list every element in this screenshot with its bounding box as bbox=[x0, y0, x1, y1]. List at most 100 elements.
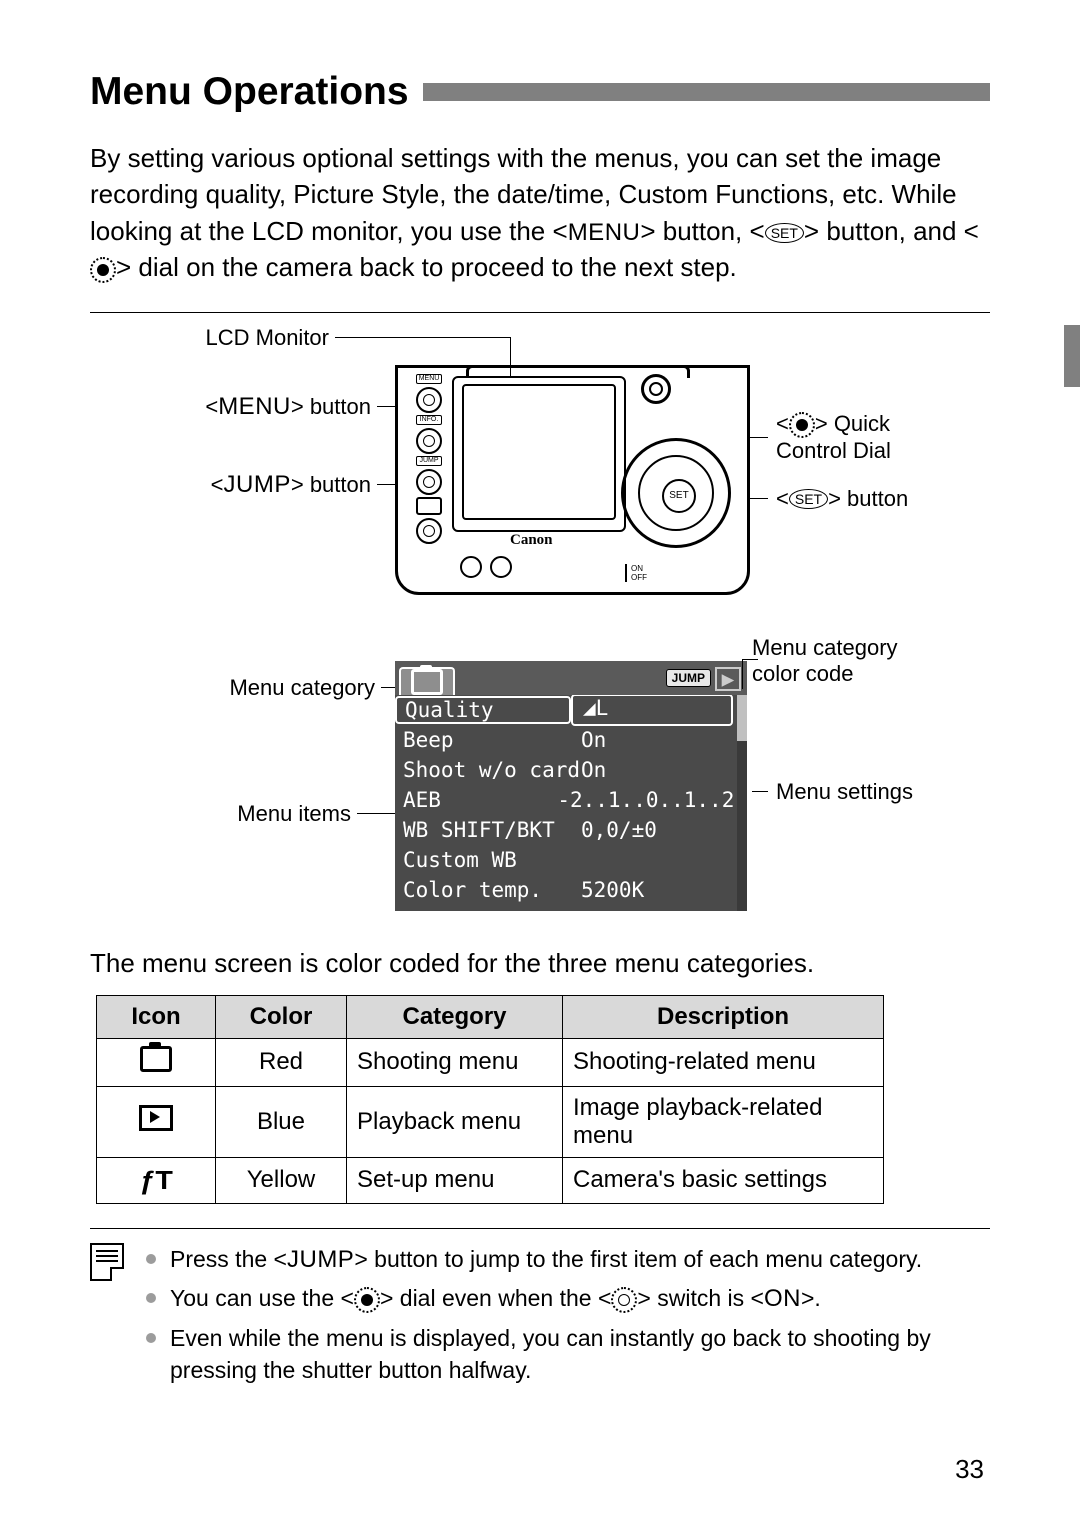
play-button-rect bbox=[416, 497, 442, 515]
title-row: Menu Operations bbox=[90, 70, 990, 114]
cell-desc: Camera's basic settings bbox=[563, 1157, 884, 1203]
camera-button-column: MENU INFO. JUMP bbox=[412, 374, 446, 546]
label-jump-button: <JUMP> button bbox=[90, 471, 395, 499]
menu-row: Beep On bbox=[395, 725, 747, 755]
cell-category: Shooting menu bbox=[347, 1038, 563, 1086]
menu-row: Custom WB bbox=[395, 845, 747, 875]
table-row: Blue Playback menu Image playback-relate… bbox=[97, 1086, 884, 1157]
bottom-button-1 bbox=[460, 556, 482, 578]
title-bar bbox=[423, 83, 990, 101]
dial-icon bbox=[90, 257, 116, 283]
diagram-right-labels: <> Quick Control Dial <SET> button bbox=[750, 325, 1010, 512]
lcd-rows: Quality ◢L Beep On Shoot w/o card On AEB… bbox=[395, 695, 747, 905]
cell-icon bbox=[97, 1038, 216, 1086]
cell-color: Blue bbox=[216, 1086, 347, 1157]
menu-val: 0,0/±0 bbox=[571, 818, 747, 842]
intro-text-2: > button, < bbox=[640, 216, 764, 246]
label-lcd-monitor: LCD Monitor bbox=[90, 325, 395, 351]
lcd-menu-diagram: Menu category Menu items JUMP ▶ Quality bbox=[90, 645, 990, 930]
side-tab bbox=[1064, 325, 1080, 387]
th-icon: Icon bbox=[97, 995, 216, 1038]
tips-list: Press the <JUMP> button to jump to the f… bbox=[146, 1243, 990, 1393]
jump-button-circle bbox=[416, 469, 442, 495]
manual-page: Menu Operations By setting various optio… bbox=[0, 0, 1080, 1521]
menu-key: AEB bbox=[395, 788, 547, 812]
label-qcd: <> Quick Control Dial bbox=[750, 411, 1010, 464]
brand-label: Canon bbox=[510, 532, 553, 549]
menu-val: On bbox=[571, 728, 747, 752]
tip-item: Press the <JUMP> button to jump to the f… bbox=[146, 1243, 990, 1277]
menu-key: Custom WB bbox=[395, 848, 571, 872]
menu-val: -2..1..0..1..2· bbox=[547, 788, 747, 812]
power-switch: ON OFF bbox=[625, 564, 647, 582]
btn-label-jump: JUMP bbox=[416, 456, 442, 466]
divider bbox=[90, 312, 990, 313]
menu-row: Shoot w/o card On bbox=[395, 755, 747, 785]
menu-val: 5200K bbox=[571, 878, 747, 902]
dial-icon bbox=[354, 1287, 380, 1313]
btn-label-menu: MENU bbox=[416, 374, 442, 384]
d2-right-labels: Menu category color code Menu settings bbox=[752, 645, 1012, 805]
play-button-circle bbox=[416, 518, 442, 544]
lcd-screenshot: JUMP ▶ Quality ◢L Beep On Shoot w/o card… bbox=[395, 661, 747, 911]
tip-item: You can use the <> dial even when the <>… bbox=[146, 1282, 990, 1316]
camera-icon bbox=[411, 669, 443, 695]
label-menu-category: Menu category bbox=[90, 675, 395, 701]
camera-diagram: LCD Monitor <MENU> button <JUMP> button … bbox=[90, 325, 990, 615]
menu-button-circle bbox=[416, 387, 442, 413]
menu-key: Color temp. bbox=[395, 878, 571, 902]
wrench-icon: ƒT bbox=[139, 1165, 172, 1196]
cell-icon bbox=[97, 1086, 216, 1157]
menu-key: WB SHIFT/BKT bbox=[395, 818, 571, 842]
d2-left-labels: Menu category Menu items bbox=[90, 645, 395, 827]
th-category: Category bbox=[347, 995, 563, 1038]
label-color-code: Menu category color code bbox=[752, 635, 1012, 687]
lcd-inner bbox=[462, 384, 616, 520]
page-title: Menu Operations bbox=[90, 70, 409, 114]
cell-icon: ƒT bbox=[97, 1157, 216, 1203]
menu-row: WB SHIFT/BKT 0,0/±0 bbox=[395, 815, 747, 845]
dial-switch-icon bbox=[611, 1287, 637, 1313]
lcd-tabbar: JUMP ▶ bbox=[395, 661, 747, 695]
dial-icon bbox=[789, 412, 815, 438]
next-indicator: ▶ bbox=[715, 667, 741, 691]
tip-item: Even while the menu is displayed, you ca… bbox=[146, 1322, 990, 1386]
table-header-row: Icon Color Category Description bbox=[97, 995, 884, 1038]
table-row: Red Shooting menu Shooting-related menu bbox=[97, 1038, 884, 1086]
diagram-left-labels: LCD Monitor <MENU> button <JUMP> button bbox=[90, 325, 395, 499]
intro-text-3: > button, and < bbox=[804, 216, 979, 246]
intro-text-4: > dial on the camera back to proceed to … bbox=[116, 252, 737, 282]
label-menu-settings: Menu settings bbox=[752, 779, 1012, 805]
cell-category: Playback menu bbox=[347, 1086, 563, 1157]
menu-val: On bbox=[571, 758, 747, 782]
set-icon: SET bbox=[765, 223, 804, 243]
play-icon bbox=[139, 1105, 173, 1131]
intro-paragraph: By setting various optional settings wit… bbox=[90, 140, 990, 286]
tips-box: Press the <JUMP> button to jump to the f… bbox=[90, 1228, 990, 1393]
cell-color: Yellow bbox=[216, 1157, 347, 1203]
note-icon bbox=[90, 1243, 124, 1281]
label-menu-button: <MENU> button bbox=[90, 393, 395, 421]
btn-label-info: INFO. bbox=[416, 415, 442, 425]
quick-control-dial: SET bbox=[621, 438, 731, 548]
color-code-note: The menu screen is color coded for the t… bbox=[90, 948, 990, 979]
camera-icon bbox=[140, 1046, 172, 1072]
menu-key: Quality bbox=[395, 696, 571, 724]
menu-key: Beep bbox=[395, 728, 571, 752]
table-row: ƒT Yellow Set-up menu Camera's basic set… bbox=[97, 1157, 884, 1203]
menu-row: AEB -2..1..0..1..2· bbox=[395, 785, 747, 815]
menu-row: Color temp. 5200K bbox=[395, 875, 747, 905]
viewfinder-icon bbox=[641, 374, 671, 404]
page-number: 33 bbox=[955, 1454, 984, 1485]
tab-shooting bbox=[399, 667, 455, 695]
menu-key: Shoot w/o card bbox=[395, 758, 571, 782]
cell-desc: Image playback-related menu bbox=[563, 1086, 884, 1157]
th-description: Description bbox=[563, 995, 884, 1038]
label-menu-items: Menu items bbox=[90, 801, 395, 827]
set-button: SET bbox=[662, 479, 696, 513]
jump-indicator: JUMP bbox=[666, 669, 711, 687]
menu-row: Quality ◢L bbox=[395, 695, 747, 725]
menu-word: MENU bbox=[568, 219, 641, 246]
lcd-scrollbar bbox=[737, 695, 747, 911]
cell-desc: Shooting-related menu bbox=[563, 1038, 884, 1086]
